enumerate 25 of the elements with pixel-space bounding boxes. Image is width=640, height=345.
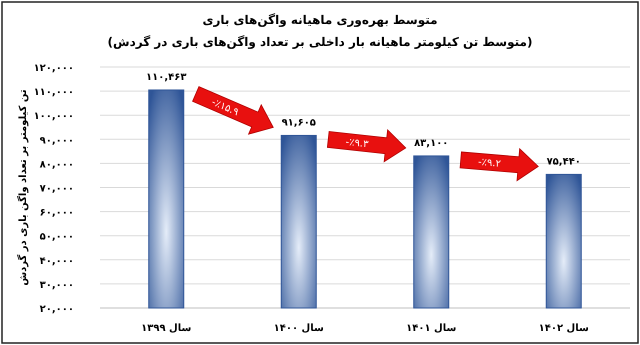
data-label: ۹۱,۶۰۵ [282,117,316,128]
data-label: ۱۱۰,۴۶۳ [146,72,186,83]
data-label: ۸۳,۱۰۰ [414,138,448,149]
annotation: -٪۹.۳ [344,136,370,150]
x-tick-label: سال ۱۴۰۰ [274,323,324,334]
y-tick-label: ۵۰,۰۰۰ [40,232,74,243]
x-tick-label: سال ۱۴۰۱ [406,323,456,334]
x-tick-label: سال ۱۴۰۲ [538,323,589,334]
y-tick-label: ۷۰,۰۰۰ [40,184,74,194]
data-label: ۷۵,۴۴۰ [546,156,581,168]
annotation: -٪۱۵.۹ [210,97,240,118]
y-tick-label: ۲۰,۰۰۰ [40,304,74,315]
y-tick-label: ۱۱۰,۰۰۰ [34,87,74,98]
y-tick-label: ۸۰,۰۰۰ [40,159,74,170]
y-tick-label: ۶۰,۰۰۰ [40,208,74,219]
chart-title: متوسط بهره‌وری ماهیانه واگن‌های باری [202,13,438,27]
y-tick-label: ۹۰,۰۰۰ [40,135,74,146]
x-tick-label: سال ۱۳۹۹ [141,323,192,334]
y-axis-title: تن کیلومتر بر تعداد واگن باری در گردش [16,89,29,286]
chart-subtitle: (متوسط تن کیلومتر ماهیانه بار داخلی بر تعداد واگن‌های باری در گردش) [108,35,532,49]
y-tick-label: ۴۰,۰۰۰ [40,256,74,267]
y-tick-label: ۱۲۰,۰۰۰ [34,63,74,74]
annotation: -٪۹.۲ [478,156,502,170]
y-tick-label: ۳۰,۰۰۰ [40,280,74,291]
y-tick-label: ۱۰۰,۰۰۰ [34,111,74,122]
